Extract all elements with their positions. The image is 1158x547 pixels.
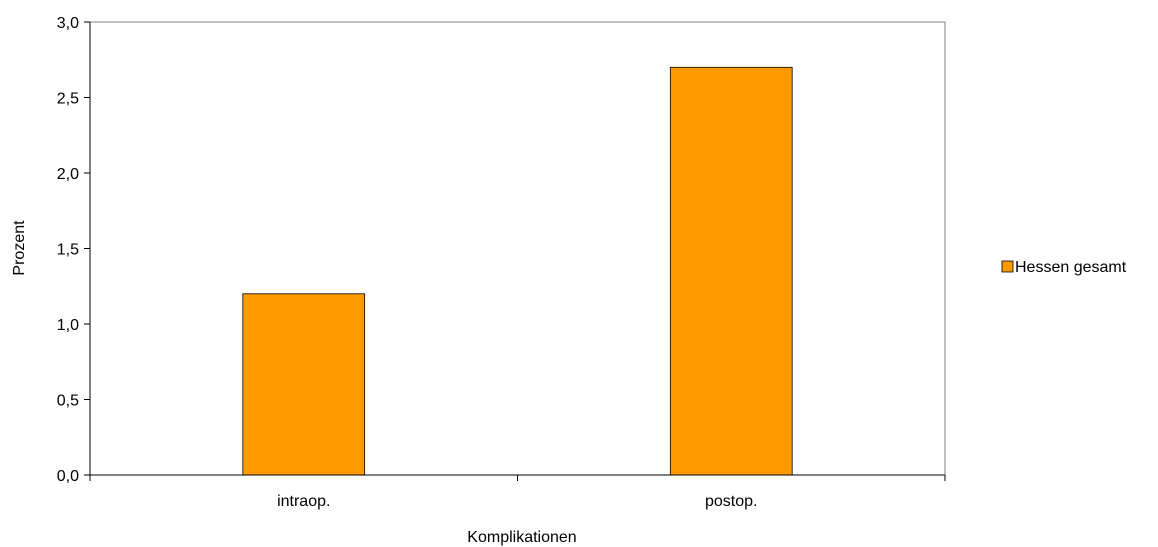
legend-swatch [1001, 260, 1014, 273]
y-tick-label: 0,0 [57, 468, 79, 485]
y-tick-label: 1,0 [57, 317, 79, 334]
x-tick-label: intraop. [277, 493, 330, 510]
legend: Hessen gesamt [1001, 259, 1127, 276]
y-tick-label: 0,5 [57, 393, 79, 410]
legend-label: Hessen gesamt [1015, 259, 1127, 276]
y-tick-label: 2,5 [57, 91, 79, 108]
y-tick-label: 3,0 [57, 15, 79, 32]
bar [669, 66, 793, 476]
y-tick-label: 1,5 [57, 242, 79, 259]
y-tick-label: 2,0 [57, 166, 79, 183]
plot-area [89, 21, 946, 476]
y-axis-label: Prozent [11, 220, 28, 276]
bar [242, 293, 366, 476]
x-axis-label: Komplikationen [467, 529, 576, 546]
x-tick-label: postop. [705, 493, 757, 510]
